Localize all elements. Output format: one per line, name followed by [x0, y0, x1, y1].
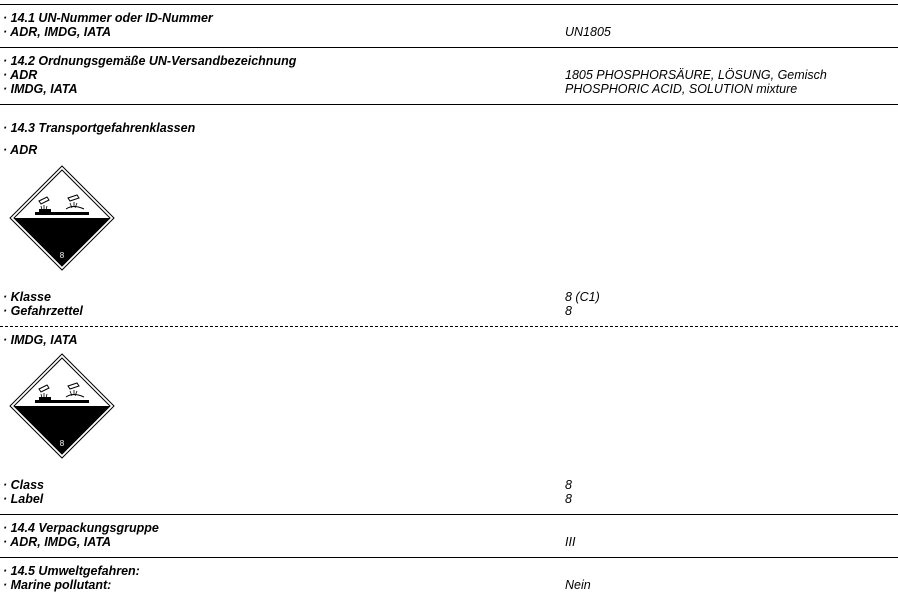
un-number-label: · ADR, IMDG, IATA [3, 25, 112, 39]
marine-pollutant-label: · Marine pollutant: [3, 578, 112, 592]
section-14-1-heading: · 14.1 UN-Nummer oder ID-Nummer [3, 11, 213, 25]
section-14-3-heading: · 14.3 Transportgefahrenklassen [3, 121, 196, 135]
klasse-label: · Klasse [3, 290, 51, 304]
section-divider [0, 4, 898, 5]
corrosive-class-8-icon: 8 [9, 165, 115, 271]
gefahrzettel-value: 8 [565, 304, 572, 318]
dashed-divider [0, 326, 898, 327]
adr-shipping-name-label: · ADR [3, 68, 38, 82]
packing-group-label: · ADR, IMDG, IATA [3, 535, 112, 549]
class-label: · Class [3, 478, 44, 492]
section-divider [0, 557, 898, 558]
label-value: 8 [565, 492, 572, 506]
gefahrzettel-label: · Gefahrzettel [3, 304, 83, 318]
section-14-5-heading: · 14.5 Umweltgefahren: [3, 564, 140, 578]
class-value: 8 [565, 478, 572, 492]
section-divider [0, 514, 898, 515]
pictogram-number: 8 [60, 439, 65, 448]
klasse-value: 8 (C1) [565, 290, 600, 304]
corrosive-class-8-icon: 8 [9, 353, 115, 459]
imdg-shipping-name-label: · IMDG, IATA [3, 82, 78, 96]
imdg-class-label: · IMDG, IATA [3, 333, 78, 347]
pictogram-number: 8 [60, 251, 65, 260]
packing-group-value: III [565, 535, 576, 549]
section-14-2-heading: · 14.2 Ordnungsgemäße UN-Versandbezeichn… [3, 54, 297, 68]
label-label: · Label [3, 492, 44, 506]
un-number-value: UN1805 [565, 25, 611, 39]
marine-pollutant-value: Nein [565, 578, 591, 592]
adr-class-label: · ADR [3, 143, 38, 157]
section-divider [0, 47, 898, 48]
section-divider [0, 104, 898, 105]
section-14-4-heading: · 14.4 Verpackungsgruppe [3, 521, 159, 535]
adr-shipping-name-value: 1805 PHOSPHORSÄURE, LÖSUNG, Gemisch [565, 68, 827, 82]
imdg-shipping-name-value: PHOSPHORIC ACID, SOLUTION mixture [565, 82, 798, 96]
